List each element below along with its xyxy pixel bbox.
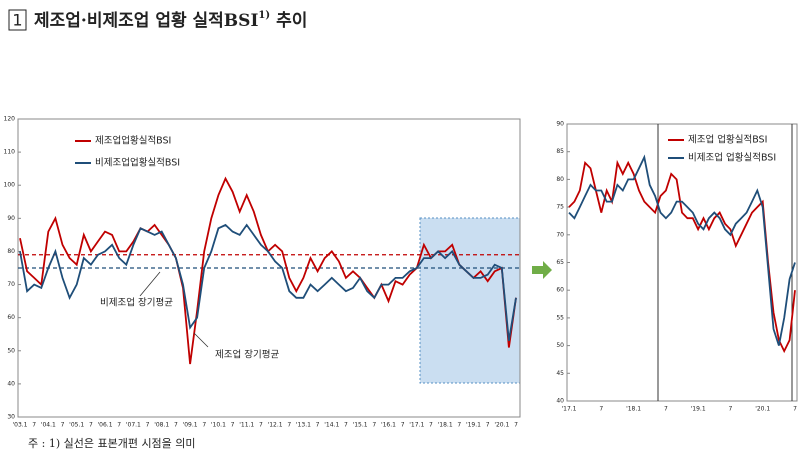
y-tick-label: 60 (7, 314, 15, 321)
x-tick-label: '20.1 (755, 406, 770, 413)
x-tick-label: '12.1 (268, 422, 283, 429)
x-tick-label: '05.1 (69, 422, 84, 429)
x-tick-label: 7 (429, 422, 433, 429)
x-tick-label: '11.1 (239, 422, 254, 429)
legend-label: 제조업업황실적BSI (95, 135, 171, 147)
x-tick-label: '04.1 (41, 422, 56, 429)
y-tick-label: 120 (4, 116, 16, 123)
title-note: 1) (258, 10, 270, 21)
x-tick-label: 7 (401, 422, 405, 429)
x-tick-label: '16.1 (381, 422, 396, 429)
y-tick-label: 70 (7, 281, 15, 288)
x-tick-label: '17.1 (409, 422, 424, 429)
y-tick-label: 80 (7, 248, 15, 255)
x-tick-label: '10.1 (211, 422, 226, 429)
legend-label: 비제조업업황실적BSI (95, 157, 180, 169)
arrow (532, 261, 552, 279)
x-tick-label: '18.1 (438, 422, 453, 429)
x-tick-label: '15.1 (353, 422, 368, 429)
y-tick-label: 90 (556, 121, 564, 128)
x-tick-label: 7 (89, 422, 93, 429)
highlight-box (419, 217, 521, 384)
x-tick-label: 7 (32, 422, 36, 429)
x-tick-label: '19.1 (466, 422, 481, 429)
y-tick-label: 75 (556, 204, 564, 211)
y-tick-label: 90 (7, 215, 15, 222)
x-tick-label: 7 (316, 422, 320, 429)
title-end: 추이 (276, 11, 307, 31)
y-tick-label: 60 (556, 287, 564, 294)
y-tick-label: 70 (556, 231, 564, 238)
footnote: 주 : 1) 실선은 표본개편 시점을 의미 (28, 437, 196, 450)
x-tick-label: 7 (664, 406, 668, 413)
x-tick-label: 7 (793, 406, 797, 413)
y-tick-label: 80 (556, 176, 564, 183)
y-tick-label: 65 (556, 259, 564, 266)
x-tick-label: '03.1 (12, 422, 27, 429)
x-tick-label: 7 (117, 422, 121, 429)
series-line (19, 223, 517, 341)
x-tick-label: 7 (344, 422, 348, 429)
legend-label: 제조업 업황실적BSI (688, 134, 767, 146)
right-frame (566, 123, 798, 402)
x-tick-label: 7 (174, 422, 178, 429)
x-tick-label: 7 (514, 422, 518, 429)
x-tick-label: '06.1 (98, 422, 113, 429)
y-tick-label: 50 (7, 347, 15, 354)
y-tick-label: 55 (556, 314, 564, 321)
x-tick-label: 7 (259, 422, 263, 429)
x-tick-label: 7 (202, 422, 206, 429)
series-line (568, 154, 796, 346)
x-tick-label: 7 (61, 422, 65, 429)
x-tick-label: 7 (372, 422, 376, 429)
x-tick-label: '08.1 (154, 422, 169, 429)
number-box (8, 9, 27, 31)
annotation-arrow (193, 332, 209, 348)
x-tick-label: '19.1 (691, 406, 706, 413)
x-tick-label: 7 (729, 406, 733, 413)
x-tick-label: '18.1 (626, 406, 641, 413)
title-main: 제조업·비제조업 업황 실적BSI (34, 11, 258, 31)
x-tick-label: 7 (231, 422, 235, 429)
annotation: 제조업 장기평균 (215, 349, 279, 361)
x-tick-label: 7 (457, 422, 461, 429)
title-number: 1 (12, 11, 22, 30)
x-tick-label: '20.1 (494, 422, 509, 429)
y-tick-label: 85 (556, 148, 564, 155)
y-tick-label: 100 (4, 182, 16, 189)
x-tick-label: '13.1 (296, 422, 311, 429)
x-tick-label: 7 (486, 422, 490, 429)
x-tick-label: 7 (146, 422, 150, 429)
title: 제조업·비제조업 업황 실적BSI1) 추이 (34, 10, 307, 31)
annotation: 비제조업 장기평균 (100, 297, 173, 309)
y-tick-label: 50 (556, 342, 564, 349)
annotation-arrow (139, 271, 161, 297)
series-line (568, 159, 796, 354)
x-tick-label: '07.1 (126, 422, 141, 429)
x-tick-label: '17.1 (561, 406, 576, 413)
y-tick-label: 40 (7, 380, 15, 387)
y-tick-label: 45 (556, 370, 564, 377)
y-tick-label: 30 (7, 414, 15, 421)
x-tick-label: 7 (599, 406, 603, 413)
y-tick-label: 110 (4, 149, 16, 156)
y-tick-label: 40 (556, 398, 564, 405)
x-tick-label: '09.1 (183, 422, 198, 429)
legend-label: 비제조업 업황실적BSI (688, 152, 776, 164)
x-tick-label: 7 (287, 422, 291, 429)
x-tick-label: '14.1 (324, 422, 339, 429)
